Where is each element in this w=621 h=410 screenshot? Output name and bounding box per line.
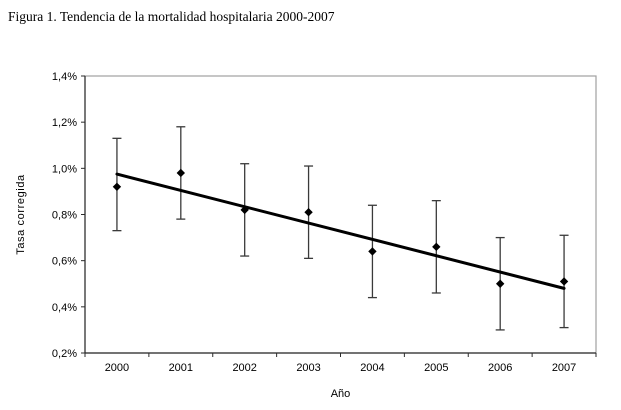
x-tick-label: 2006: [488, 362, 512, 374]
y-axis-title: Tasa corregida: [15, 174, 27, 255]
y-tick-label: 0,6%: [52, 256, 77, 268]
x-axis-title: Año: [331, 388, 351, 400]
y-tick-label: 1,4%: [52, 71, 77, 83]
plot-area-border: [84, 75, 597, 354]
y-tick-label: 1,0%: [52, 163, 77, 175]
y-tick-label: 0,8%: [52, 210, 77, 222]
y-tick-label: 0,2%: [52, 348, 77, 360]
x-tick-label: 2004: [360, 362, 384, 374]
data-point-marker: [240, 205, 249, 215]
trend-line: [115, 172, 566, 290]
x-tick-label: 2003: [296, 362, 320, 374]
data-point-marker: [304, 207, 313, 217]
data-point-marker: [495, 279, 505, 288]
data-point-marker: [432, 242, 441, 252]
data-point-marker: [368, 247, 377, 256]
data-point-marker: [176, 168, 186, 178]
x-tick-label: 2002: [232, 362, 256, 374]
figure-title: Figura 1. Tendencia de la mortalidad hos…: [8, 9, 335, 24]
x-tick-label: 2007: [552, 362, 576, 374]
x-tick-label: 2005: [424, 362, 448, 374]
data-point-marker: [112, 182, 122, 191]
data-point-marker: [559, 277, 569, 286]
x-tick-label: 2000: [105, 362, 129, 374]
y-tick-label: 0,4%: [52, 302, 77, 314]
x-tick-label: 2001: [169, 362, 193, 374]
y-tick-label: 1,2%: [52, 117, 77, 129]
